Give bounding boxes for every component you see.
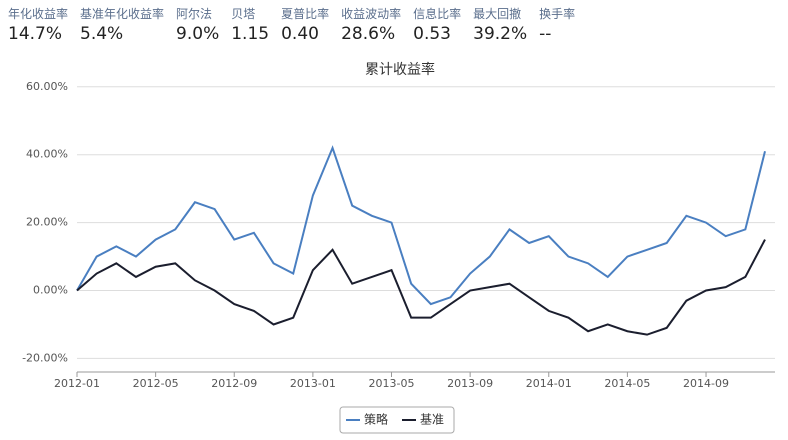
legend: 策略 基准 (339, 406, 455, 434)
chart-title: 累计收益率 (365, 61, 435, 78)
stat-label: 换手率 (539, 7, 576, 21)
stat-value: 14.7% (8, 24, 63, 44)
stat-value: 0.53 (413, 24, 451, 44)
stat-label: 收益波动率 (341, 7, 402, 21)
x-tick-label: 2012-09 (211, 377, 257, 390)
stat: 贝塔 1.15 (231, 6, 269, 46)
y-tick-label: -20.00% (22, 351, 68, 364)
y-tick-label: 40.00% (26, 148, 68, 161)
stat: 阿尔法 9.0% (176, 6, 219, 46)
stat-label: 夏普比率 (281, 7, 330, 21)
y-tick-label: 60.00% (26, 80, 68, 93)
stat-value: -- (539, 24, 552, 44)
series-line (76, 145, 766, 306)
stat-value: 9.0% (176, 24, 220, 44)
stat-label: 贝塔 (231, 7, 256, 21)
stat-label: 基准年化收益率 (80, 7, 165, 21)
stat-value: 39.2% (473, 24, 528, 44)
y-tick-label: 0.00% (33, 284, 68, 297)
legend-label: 策略 (364, 412, 388, 427)
x-tick-label: 2013-05 (369, 377, 415, 390)
stat-value: 0.40 (281, 24, 319, 44)
stats-bar: 年化收益率 14.7% 基准年化收益率 5.4% 阿尔法 9.0% 贝塔 1.15 夏普比率 0.… (8, 6, 575, 46)
x-tick-label: 2012-01 (54, 377, 100, 390)
stat: 基准年化收益率 5.4% (80, 6, 164, 46)
stat: 信息比率 0.53 (413, 6, 461, 46)
x-tick-label: 2014-05 (604, 377, 650, 390)
stat: 夏普比率 0.40 (281, 6, 329, 46)
x-tick-label: 2013-01 (290, 377, 336, 390)
stat: 最大回撤 39.2% (473, 6, 527, 46)
stat-label: 最大回撤 (473, 7, 522, 21)
legend-label: 基准 (420, 413, 444, 427)
stat: 换手率 -- (539, 6, 575, 46)
stat-label: 阿尔法 (176, 7, 213, 21)
legend-box (339, 406, 455, 434)
x-tick-label: 2014-09 (683, 377, 729, 390)
stat-label: 信息比率 (413, 7, 462, 21)
stat: 年化收益率 14.7% (8, 6, 68, 46)
series-line (76, 239, 766, 336)
stat-value: 1.15 (231, 24, 270, 44)
stat: 收益波动率 28.6% (341, 6, 401, 46)
stat-value: 5.4% (80, 24, 124, 44)
x-tick-label: 2014-01 (526, 377, 572, 390)
x-tick-label: 2013-09 (447, 377, 493, 390)
y-tick-label: 20.00% (26, 216, 68, 229)
stat-label: 年化收益率 (8, 7, 69, 21)
stat-value: 28.6% (341, 24, 396, 44)
x-tick-label: 2012-05 (133, 377, 179, 390)
